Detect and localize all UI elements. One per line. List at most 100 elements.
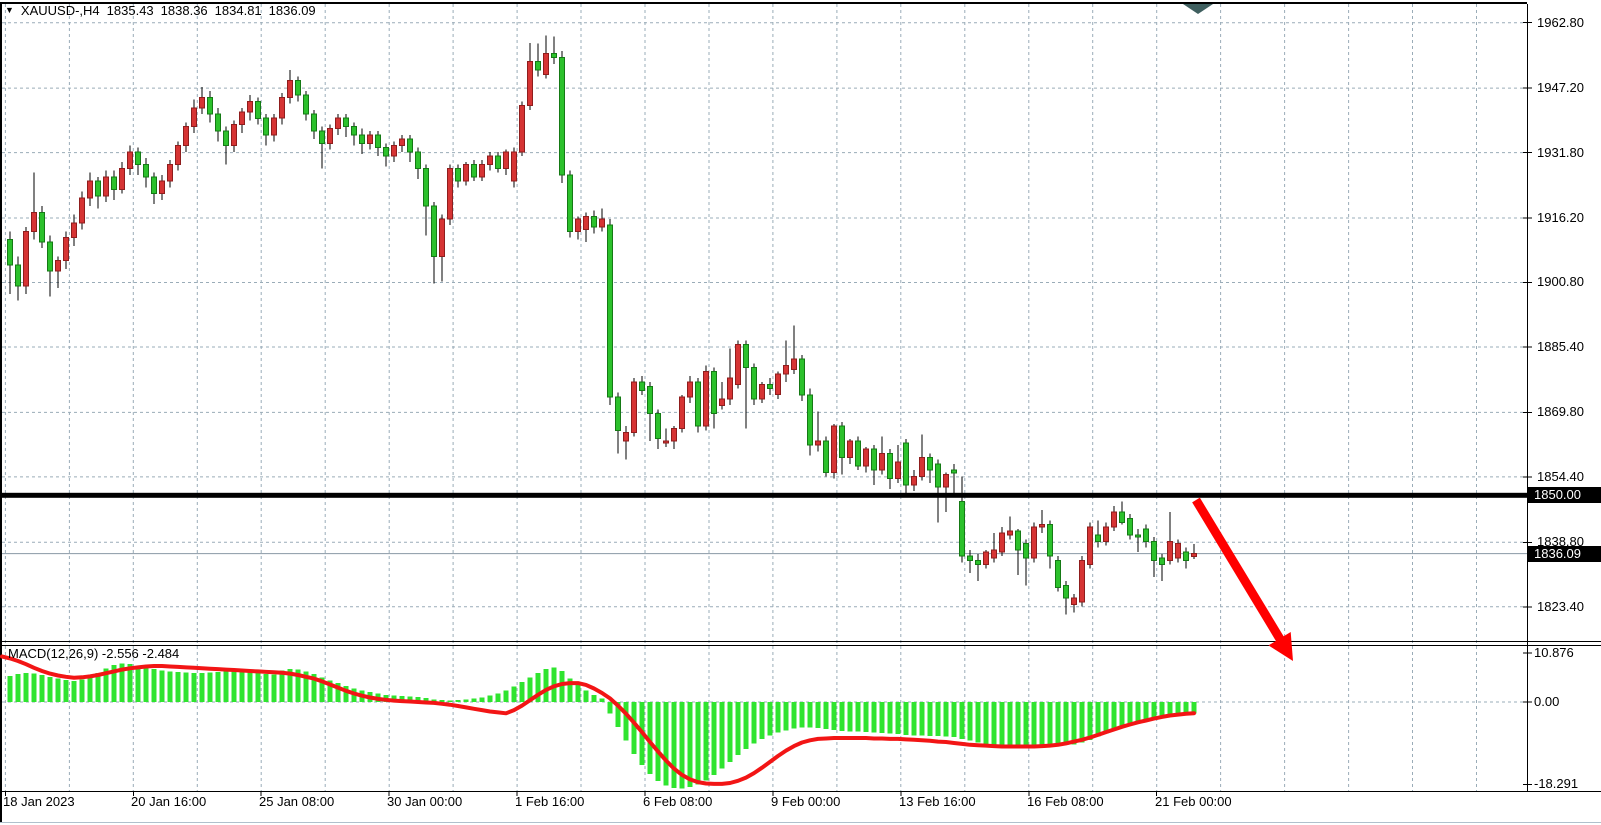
price-axis-label: 1947.20 — [1537, 80, 1584, 95]
candle-body — [655, 413, 661, 440]
macd-bar — [799, 702, 805, 728]
macd-bar — [831, 702, 837, 730]
macd-bar — [719, 702, 725, 769]
macd-bar — [471, 698, 477, 702]
macd-bar — [967, 702, 973, 741]
macd-bar — [543, 669, 549, 702]
candle-body — [951, 469, 957, 474]
candle-body — [111, 176, 117, 190]
macd-bar — [519, 681, 525, 703]
macd-bar — [607, 702, 613, 714]
macd-bar — [111, 665, 117, 702]
macd-bar — [495, 693, 501, 702]
trend-arrow[interactable] — [1192, 497, 1293, 661]
macd-bar — [1167, 702, 1173, 716]
candle-body — [463, 163, 469, 182]
candle-body — [63, 237, 69, 262]
macd-indicator-label: MACD(12,26,9) -2.556 -2.484 — [8, 646, 180, 661]
macd-bar — [439, 700, 445, 702]
macd-bar — [103, 668, 109, 702]
macd-bar — [751, 702, 757, 744]
price-axis-label: 1931.80 — [1537, 145, 1584, 160]
candle-body — [527, 61, 533, 107]
candle-body — [991, 549, 997, 559]
candle-body — [1039, 524, 1045, 528]
macd-bar — [415, 697, 421, 702]
price-axis-label: 1962.80 — [1537, 15, 1584, 30]
price-axis-label: 1916.20 — [1537, 210, 1584, 225]
macd-axis-label: 10.876 — [1534, 645, 1574, 660]
macd-bar — [279, 670, 285, 702]
macd-bar — [775, 702, 781, 733]
candle-body — [1095, 534, 1101, 542]
candle-body — [903, 442, 909, 486]
candle-body — [1007, 530, 1013, 536]
candle-body — [1119, 511, 1125, 524]
candle-body — [1111, 511, 1117, 528]
macd-bar — [895, 702, 901, 734]
shift-marker-icon — [1183, 4, 1213, 14]
candle-body — [983, 551, 989, 566]
macd-bar — [767, 702, 773, 736]
price-axis-label: 1885.40 — [1537, 339, 1584, 354]
candle-body — [879, 452, 885, 471]
candle-body — [71, 222, 77, 239]
candle-body — [1063, 584, 1069, 599]
candle-body — [975, 559, 981, 565]
support-hline-1850[interactable] — [2, 492, 1527, 498]
time-axis-label: 30 Jan 00:00 — [387, 794, 463, 809]
candle-body — [199, 96, 205, 109]
macd-bar — [703, 702, 709, 781]
macd-bar — [527, 677, 533, 703]
candle-body — [423, 168, 429, 207]
macd-bar — [847, 702, 853, 732]
candle-body — [887, 452, 893, 479]
candle-body — [959, 501, 965, 557]
candle-body — [183, 126, 189, 146]
symbol-dropdown-icon[interactable]: ▼ — [5, 5, 14, 15]
macd-bar — [1063, 702, 1069, 746]
macd-bar — [23, 672, 29, 703]
grid-layer — [2, 4, 1527, 791]
candle-body — [871, 448, 877, 471]
price-tag-1836-09: 1836.09 — [1528, 546, 1601, 562]
macd-bar — [223, 671, 229, 702]
symbol-period-label: XAUUSD-,H4 — [20, 3, 100, 18]
candle-body — [135, 151, 141, 165]
candle-body — [479, 163, 485, 178]
macd-bar — [1095, 702, 1101, 737]
macd-bar — [79, 679, 85, 702]
macd-bar — [711, 702, 717, 775]
candle-body — [519, 105, 525, 153]
time-axis-label: 9 Feb 00:00 — [771, 794, 841, 809]
candle-body — [383, 147, 389, 157]
macd-bar — [863, 702, 869, 733]
candle-body — [207, 96, 213, 115]
candle-body — [119, 168, 125, 190]
candle-body — [719, 398, 725, 406]
candle-body — [15, 264, 21, 287]
macd-bar — [951, 702, 957, 738]
macd-bar — [263, 674, 269, 702]
macd-bar — [1047, 702, 1053, 747]
candle-body — [775, 373, 781, 396]
macd-bar — [655, 702, 661, 781]
macd-bar — [839, 702, 845, 731]
time-axis-label: 6 Feb 08:00 — [643, 794, 713, 809]
candle-body — [783, 364, 789, 375]
candles-layer — [7, 35, 1197, 615]
candle-body — [839, 425, 845, 459]
macd-bar — [255, 673, 261, 702]
candle-body — [591, 216, 597, 228]
candle-body — [431, 205, 437, 257]
candle-body — [279, 96, 285, 119]
candle-body — [231, 124, 237, 146]
candle-body — [759, 383, 765, 400]
macd-bar — [343, 685, 349, 702]
macd-bar — [783, 702, 789, 731]
candle-body — [167, 163, 173, 182]
candle-body — [399, 138, 405, 146]
macd-bar — [1175, 702, 1181, 715]
